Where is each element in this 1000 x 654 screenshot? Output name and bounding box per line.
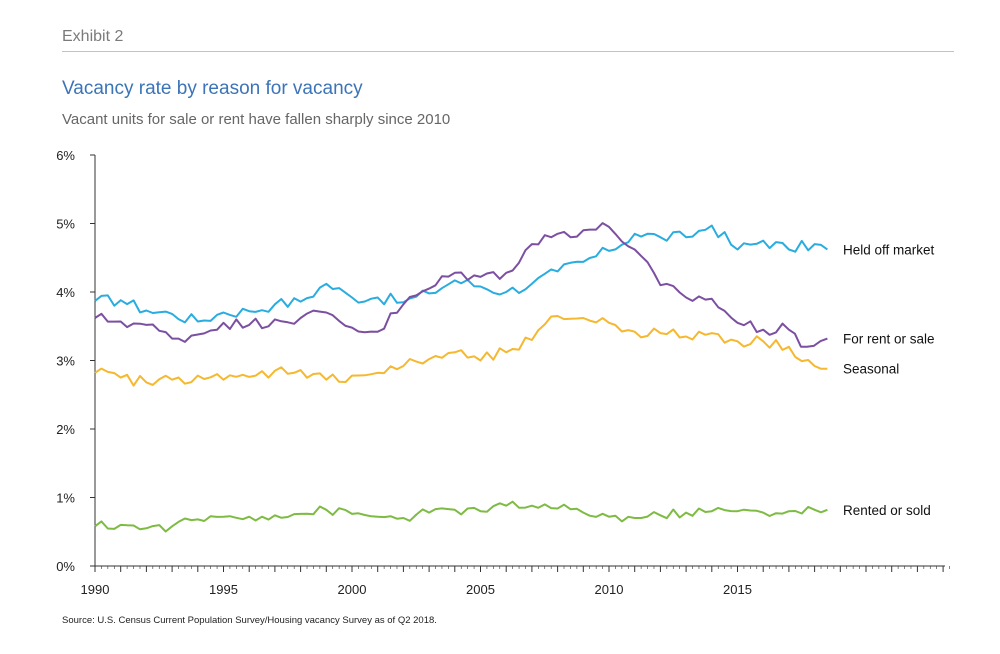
series-labels: Held off market For rent or sale Seasonal R… (843, 243, 935, 518)
y-tick-label: 2% (56, 422, 75, 437)
y-tick-label: 4% (56, 285, 75, 300)
series-label-for-rent-or-sale: For rent or sale (843, 332, 935, 347)
exhibit-label: Exhibit 2 (62, 28, 124, 45)
series-line-held-off-market (94, 224, 828, 324)
chart-axes: 0% 1% 2% 3% 4% 5% 6% 1990 1995 2000 2005 2010 2015 (56, 148, 950, 597)
x-tick-label: 2005 (466, 582, 495, 597)
series-line-rented-or-sold (94, 500, 828, 533)
series-line-seasonal (94, 315, 828, 387)
series-line-for-rent-or-sale (94, 222, 828, 348)
x-tick-label: 2010 (595, 582, 624, 597)
chart-subtitle: Vacant units for sale or rent have falle… (62, 111, 451, 128)
series-label-seasonal: Seasonal (843, 362, 899, 377)
y-tick-label: 1% (56, 491, 75, 506)
x-tick-label: 2015 (723, 582, 752, 597)
x-tick-label: 1995 (209, 582, 238, 597)
series-label-held-off-market: Held off market (843, 243, 935, 258)
y-tick-label: 5% (56, 217, 75, 232)
y-tick-label: 6% (56, 148, 75, 163)
source-note: Source: U.S. Census Current Population S… (62, 615, 437, 626)
y-tick-label: 0% (56, 559, 75, 574)
header-divider (62, 51, 954, 52)
chart-title: Vacancy rate by reason for vacancy (62, 78, 363, 99)
x-tick-label: 2000 (338, 582, 367, 597)
x-tick-label: 1990 (81, 582, 110, 597)
series-label-rented-or-sold: Rented or sold (843, 503, 931, 518)
series-lines (94, 222, 828, 533)
y-tick-label: 3% (56, 354, 75, 369)
